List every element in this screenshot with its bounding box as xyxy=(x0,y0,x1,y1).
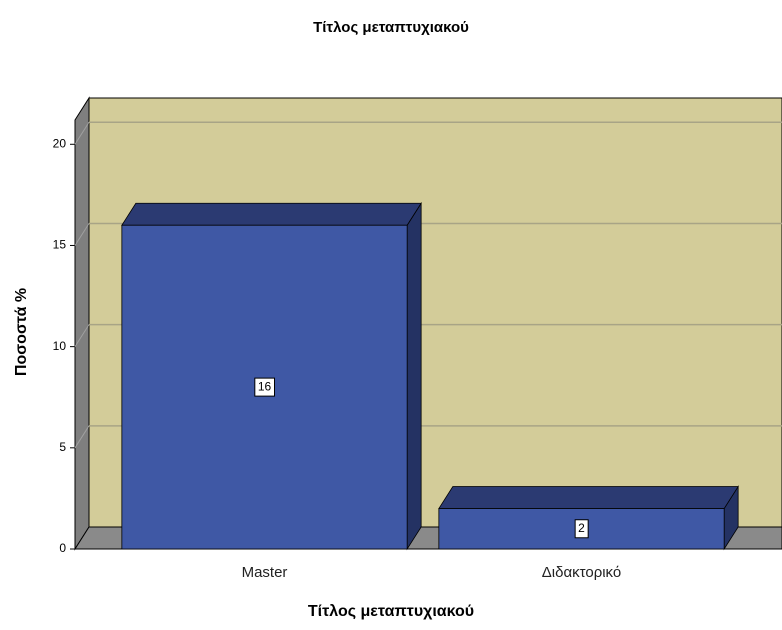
bar-top xyxy=(438,486,739,509)
y-tick-label: 0 xyxy=(59,541,66,555)
x-tick-label: Master xyxy=(242,564,288,581)
y-tick-label: 15 xyxy=(53,238,67,252)
bar-side xyxy=(406,201,422,551)
y-tick-label: 20 xyxy=(53,136,67,150)
bar-top xyxy=(121,202,422,226)
y-tick-label: 10 xyxy=(53,339,67,353)
grid-line xyxy=(74,122,90,145)
x-axis-title: Τίτλος μεταπτυχιακού xyxy=(308,603,474,620)
chart-title: Τίτλος μεταπτυχιακού xyxy=(313,19,469,36)
data-label-box xyxy=(574,519,589,539)
grid-line xyxy=(74,324,90,347)
y-axis-title: Ποσοστά % xyxy=(13,288,30,376)
data-label-text: 16 xyxy=(258,379,272,393)
y-tick-label: 5 xyxy=(59,440,66,454)
grid-line xyxy=(74,425,90,449)
x-tick-label: Διδακτορικό xyxy=(542,564,621,581)
data-label-text: 2 xyxy=(578,521,585,535)
left-wall xyxy=(74,96,90,551)
grid-line xyxy=(74,223,90,246)
data-label-box xyxy=(254,377,275,397)
